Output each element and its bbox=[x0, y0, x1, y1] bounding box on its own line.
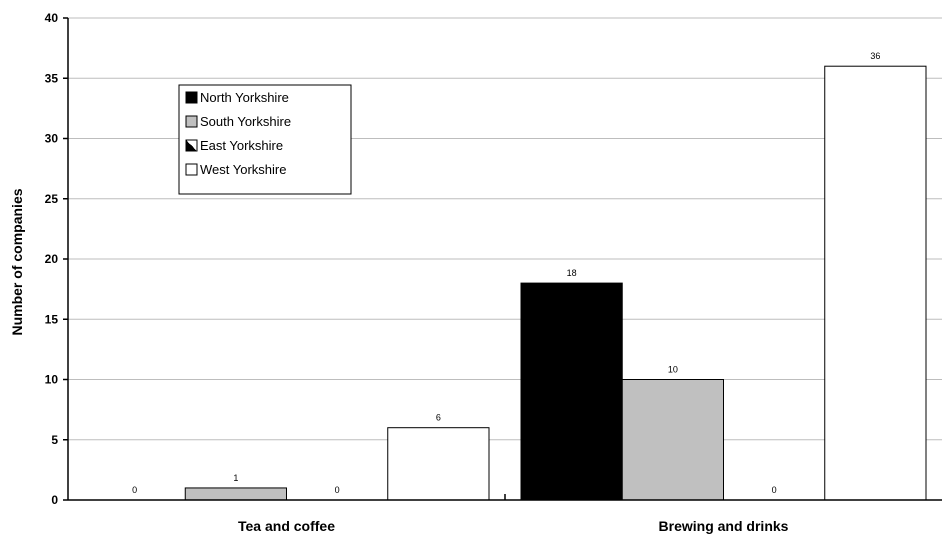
data-label: 36 bbox=[870, 51, 880, 61]
bar bbox=[824, 65, 927, 501]
legend-swatch bbox=[185, 163, 198, 176]
bar bbox=[184, 487, 287, 501]
legend: North Yorkshire South Yorkshire East Yorks… bbox=[178, 84, 352, 195]
y-tick-label: 10 bbox=[45, 373, 59, 387]
y-tick-label: 5 bbox=[51, 433, 58, 447]
y-tick-label: 35 bbox=[45, 71, 59, 85]
legend-swatch bbox=[185, 115, 198, 128]
data-label: 0 bbox=[132, 485, 137, 495]
y-axis-ticks: 0 5 10 15 20 25 30 35 40 bbox=[45, 11, 68, 507]
y-axis-title: Number of companies bbox=[9, 188, 25, 335]
y-tick-label: 25 bbox=[45, 192, 59, 206]
category-labels: Tea and coffee Brewing and drinks bbox=[238, 518, 789, 534]
bar bbox=[520, 282, 623, 501]
x-category-label: Tea and coffee bbox=[238, 518, 335, 534]
legend-box bbox=[178, 84, 352, 195]
legend-swatch bbox=[185, 139, 198, 152]
y-tick-label: 30 bbox=[45, 132, 59, 146]
bars bbox=[184, 65, 927, 501]
bar bbox=[621, 379, 724, 501]
legend-label: West Yorkshire bbox=[200, 162, 286, 177]
y-tick-label: 15 bbox=[45, 312, 59, 326]
legend-label: South Yorkshire bbox=[200, 114, 291, 129]
gridlines bbox=[68, 17, 942, 441]
x-category-label: Brewing and drinks bbox=[659, 518, 789, 534]
data-label: 0 bbox=[772, 485, 777, 495]
legend-label: East Yorkshire bbox=[200, 138, 283, 153]
y-tick-label: 40 bbox=[45, 11, 59, 25]
y-tick-label: 0 bbox=[51, 493, 58, 507]
legend-label: North Yorkshire bbox=[200, 90, 289, 105]
data-label: 0 bbox=[335, 485, 340, 495]
legend-swatch bbox=[185, 91, 198, 104]
data-label: 6 bbox=[436, 413, 441, 423]
data-label: 1 bbox=[233, 473, 238, 483]
bar bbox=[387, 427, 490, 501]
data-label: 10 bbox=[668, 365, 678, 375]
data-label: 18 bbox=[567, 268, 577, 278]
y-tick-label: 20 bbox=[45, 252, 59, 266]
axes bbox=[67, 18, 942, 501]
